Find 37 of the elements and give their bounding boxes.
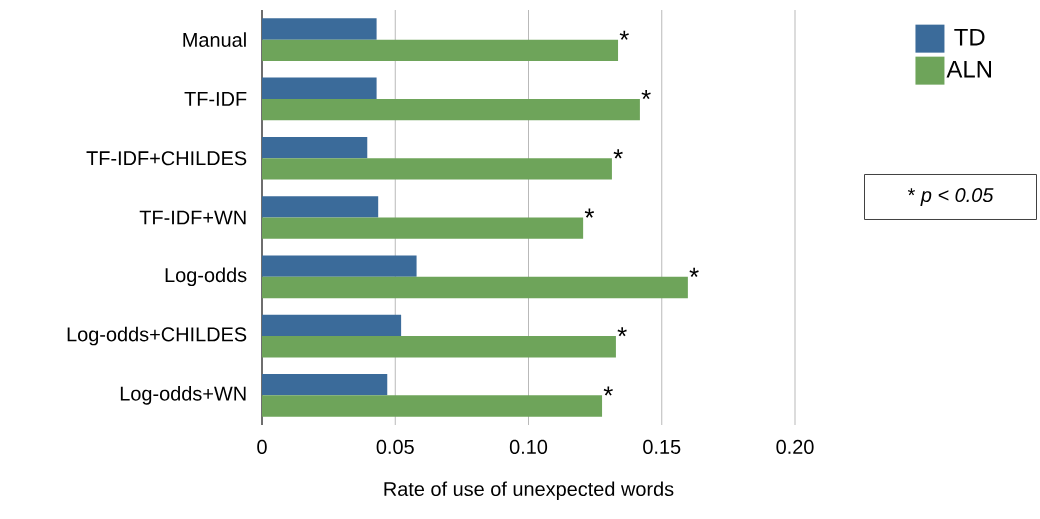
annotation: * xyxy=(689,267,699,277)
annotation: * xyxy=(613,149,623,159)
y-tick-label: TF-IDF xyxy=(184,92,247,106)
annotation: * xyxy=(603,386,613,396)
y-tick-label: TF-IDF+WN xyxy=(139,210,246,225)
x-tick-label: 0.10 xyxy=(509,439,548,454)
bar xyxy=(262,158,612,180)
bar xyxy=(262,136,368,159)
bar xyxy=(262,255,417,277)
bar xyxy=(262,98,640,121)
y-tick-label: Log-odds xyxy=(165,267,247,287)
y-tick-label: Log-odds+CHILDES xyxy=(67,326,247,346)
bar xyxy=(262,276,688,299)
x-tick-label: 0.05 xyxy=(376,439,414,454)
y-tick-label: Manual xyxy=(183,32,246,47)
x-axis-title: Rate of use of unexpected words xyxy=(384,481,674,501)
bar xyxy=(262,196,379,218)
bar xyxy=(262,374,388,396)
x-tick-label: 0.20 xyxy=(776,439,814,454)
bar xyxy=(262,77,377,99)
annotation: * xyxy=(584,208,595,218)
bar xyxy=(262,18,377,40)
y-tick-label: TF-IDF+CHILDES xyxy=(86,151,247,166)
annotation: * xyxy=(641,90,651,100)
x-tick-label: 0 xyxy=(257,439,267,454)
y-tick-label: Log-odds+WN xyxy=(120,386,246,405)
bar xyxy=(262,314,402,337)
bar xyxy=(262,395,603,417)
annotation: * xyxy=(617,327,627,337)
bar xyxy=(262,39,619,61)
bar xyxy=(262,336,616,358)
text: *p < 0.05 xyxy=(907,187,994,207)
annotation: * xyxy=(619,30,629,40)
legend-label: ALN xyxy=(946,60,991,78)
bar xyxy=(262,217,584,239)
legend-label: TD xyxy=(954,28,985,46)
x-tick-label: 0.15 xyxy=(643,439,681,454)
